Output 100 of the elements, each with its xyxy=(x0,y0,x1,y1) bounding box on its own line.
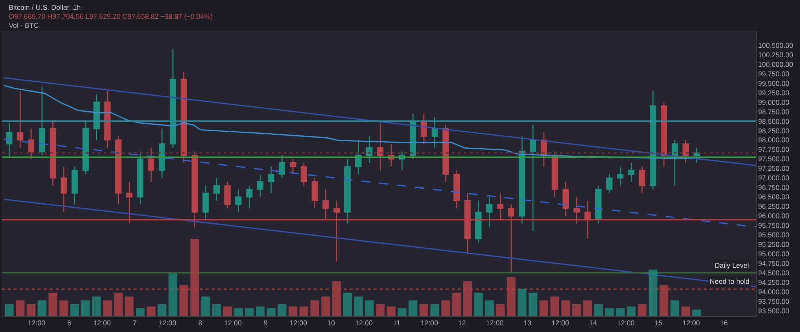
bar xyxy=(583,300,592,316)
bar xyxy=(16,300,25,316)
candlestick xyxy=(170,48,176,148)
bar xyxy=(70,304,80,316)
candlestick xyxy=(214,178,220,202)
bar xyxy=(288,306,298,316)
candlestick xyxy=(464,192,471,255)
candlestick xyxy=(355,140,362,175)
bar xyxy=(682,306,690,316)
candlestick xyxy=(17,90,24,148)
bar xyxy=(82,300,90,316)
candlestick xyxy=(530,124,536,232)
candlestick xyxy=(454,170,460,210)
candlestick xyxy=(192,151,198,228)
bar xyxy=(168,274,178,316)
bar xyxy=(343,292,352,316)
bar xyxy=(648,270,658,316)
bar xyxy=(103,300,112,316)
bar xyxy=(442,300,450,316)
bar xyxy=(180,285,188,316)
bar xyxy=(256,306,265,316)
candlestick xyxy=(410,113,416,160)
candlestick xyxy=(246,185,253,210)
candlestick xyxy=(606,174,613,194)
candlestick xyxy=(235,189,242,213)
bar xyxy=(365,300,374,316)
candlestick xyxy=(28,128,34,160)
candlestick xyxy=(432,117,438,148)
bar xyxy=(660,285,669,316)
bar xyxy=(136,308,145,316)
bar xyxy=(26,304,36,316)
candlestick xyxy=(300,162,308,186)
bar xyxy=(692,310,702,316)
bar xyxy=(474,292,484,316)
bar xyxy=(146,306,156,316)
candlestick xyxy=(72,166,78,206)
candlestick xyxy=(574,196,580,224)
bar xyxy=(572,304,582,316)
bar xyxy=(507,278,516,316)
candlestick xyxy=(639,166,646,194)
candlestick xyxy=(672,140,678,186)
candlestick xyxy=(50,120,56,186)
bar xyxy=(322,296,330,316)
candlestick xyxy=(366,136,373,164)
bar xyxy=(627,306,636,316)
candlestick xyxy=(82,120,90,175)
candlestick xyxy=(682,140,690,164)
bar xyxy=(408,300,418,316)
candlestick xyxy=(344,158,351,224)
bar xyxy=(616,308,625,316)
candlestick xyxy=(377,120,384,172)
candlestick xyxy=(268,166,275,194)
candlestick xyxy=(180,71,188,164)
candlestick xyxy=(584,200,591,240)
bar xyxy=(605,308,614,316)
bar xyxy=(452,292,462,316)
bar xyxy=(670,300,680,316)
candlestick xyxy=(39,86,46,156)
candlestick xyxy=(202,185,210,220)
bar xyxy=(114,292,123,316)
candlestick xyxy=(508,204,515,274)
bar xyxy=(92,296,102,316)
candlestick xyxy=(290,158,296,175)
candlestick xyxy=(322,189,330,220)
candlestick xyxy=(279,154,286,179)
candlestick xyxy=(562,182,570,217)
candlestick xyxy=(224,182,231,210)
candlestick xyxy=(312,178,318,210)
bar xyxy=(332,281,342,316)
bar xyxy=(430,304,440,316)
bar xyxy=(212,304,222,316)
candlestick xyxy=(159,128,166,179)
candlestick xyxy=(694,147,700,164)
candlestick xyxy=(628,162,635,183)
bar xyxy=(223,306,232,316)
bar xyxy=(245,308,254,316)
candlestick xyxy=(486,196,493,228)
bar xyxy=(125,296,134,316)
bar xyxy=(300,306,308,316)
candlestick xyxy=(115,136,122,206)
candlestick xyxy=(519,136,526,224)
bar xyxy=(496,304,505,316)
candlestick xyxy=(650,90,656,190)
candlestick xyxy=(6,122,13,158)
bar xyxy=(485,300,494,316)
bar xyxy=(158,304,167,316)
candlestick xyxy=(148,147,155,183)
bar xyxy=(5,304,14,316)
bar xyxy=(463,281,472,316)
bar xyxy=(550,296,560,316)
candlestick xyxy=(126,182,133,224)
bar xyxy=(594,304,604,316)
bar xyxy=(540,300,549,316)
candlestick xyxy=(137,151,144,206)
candlestick xyxy=(257,174,264,198)
candlestick xyxy=(596,185,602,224)
bar xyxy=(202,296,210,316)
bar xyxy=(234,308,243,316)
bar xyxy=(278,304,287,316)
bar xyxy=(190,239,200,316)
